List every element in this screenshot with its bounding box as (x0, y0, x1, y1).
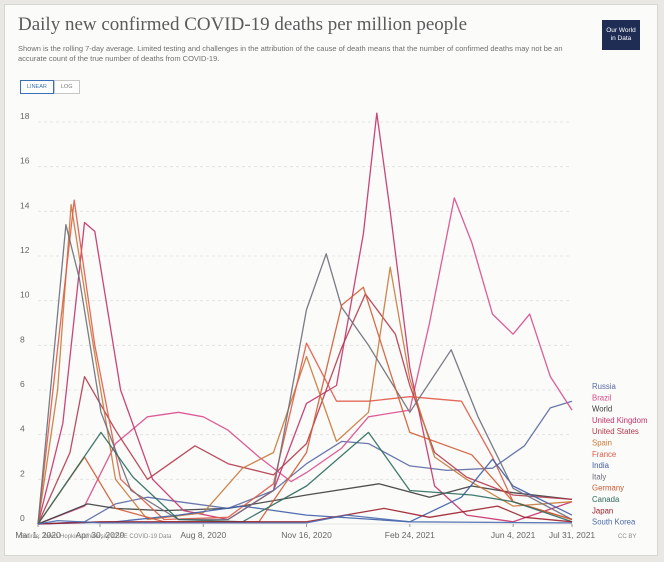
y-tick-label: 10 (20, 290, 30, 300)
legend-entry: Germany (592, 484, 624, 493)
legend-entry: United States (592, 427, 639, 436)
y-tick-label: 14 (20, 200, 30, 210)
series-line (37, 112, 573, 525)
x-tick-label: Feb 24, 2021 (385, 530, 435, 540)
y-tick-label: 18 (20, 111, 30, 121)
linear-button[interactable]: LINEAR (20, 80, 54, 94)
series-line (37, 431, 573, 525)
legend-entry: Italy (592, 472, 606, 481)
legend-entry: Brazil (592, 393, 612, 402)
y-tick-label: 12 (20, 245, 30, 255)
owid-logo[interactable]: Our World in Data (602, 20, 640, 50)
series-line (37, 400, 573, 525)
legend-entry: Spain (592, 439, 612, 448)
series-line (37, 199, 573, 525)
license-note: CC BY (618, 534, 637, 540)
series-line (37, 505, 573, 525)
series-line (37, 458, 573, 525)
series-line (37, 286, 573, 525)
series-line (37, 483, 573, 525)
scale-toggle: LINEAR LOG (20, 80, 80, 94)
legend-entry: Russia (592, 382, 616, 391)
x-tick-label: Aug 8, 2020 (180, 530, 226, 540)
x-tick-label: Jun 4, 2021 (491, 530, 536, 540)
y-tick-label: 16 (20, 156, 30, 166)
legend-entry: South Korea (592, 518, 636, 527)
log-button[interactable]: LOG (53, 80, 80, 94)
series-line (37, 224, 573, 525)
legend-entry: United Kingdom (592, 416, 647, 425)
legend-entry: Japan (592, 506, 613, 515)
series-line (37, 514, 573, 525)
x-tick-label: Mar 1, 2020 (15, 530, 61, 540)
legend-entry: Canada (592, 495, 620, 504)
source-note: Source: Johns Hopkins University CSSE CO… (20, 534, 172, 540)
series-line (37, 293, 573, 525)
chart-subtitle: Shown is the rolling 7-day average. Limi… (18, 44, 563, 63)
y-tick-label: 8 (20, 334, 25, 344)
series-line (37, 197, 573, 525)
legend-entry: India (592, 461, 610, 470)
x-tick-label: Nov 16, 2020 (281, 530, 332, 540)
y-tick-label: 6 (20, 379, 25, 389)
y-tick-label: 0 (20, 513, 25, 523)
series-line (37, 203, 573, 525)
legend-entry: France (592, 450, 616, 459)
x-tick-label: Apr 30, 2020 (76, 530, 125, 540)
y-tick-label: 2 (20, 468, 25, 478)
logo-text: Our World in Data (606, 27, 636, 42)
x-tick-label: Jul 31, 2021 (549, 530, 596, 540)
legend-entry: World (592, 405, 612, 414)
y-tick-label: 4 (20, 424, 25, 434)
chart-title: Daily new confirmed COVID-19 deaths per … (18, 14, 468, 35)
